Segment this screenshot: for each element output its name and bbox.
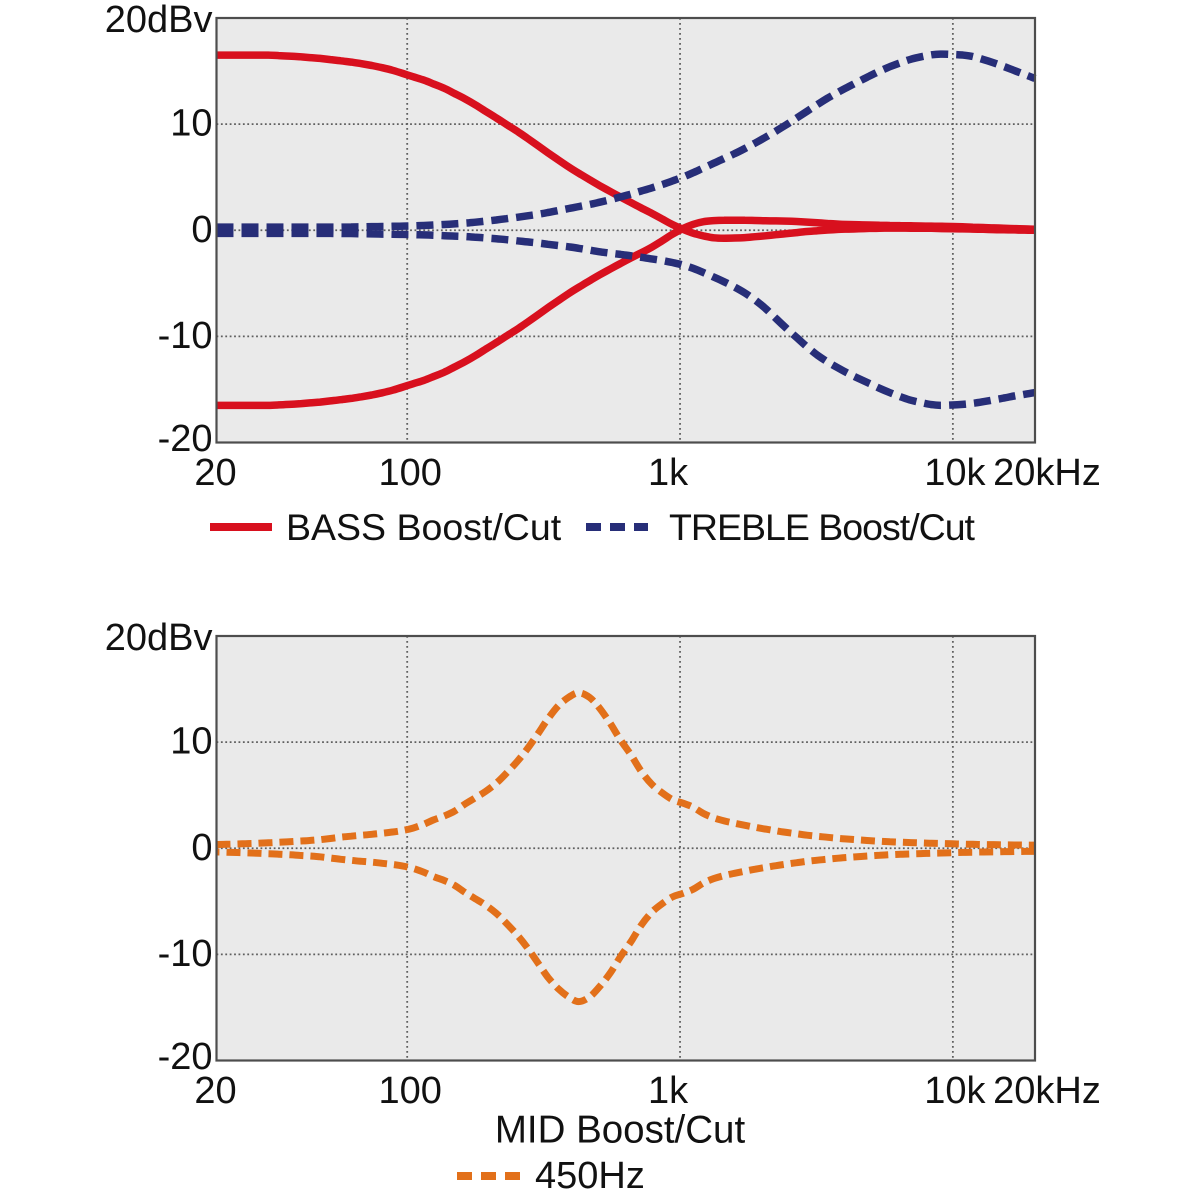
legend-label: TREBLE Boost/Cut <box>669 506 976 548</box>
y-tick-label-10: 10 <box>170 721 212 763</box>
x-tick-label-1k: 1k <box>648 1070 689 1112</box>
curve-mid-cut-min- <box>216 847 1035 1006</box>
plot-border <box>215 16 1037 444</box>
y-tick-label-0: 0 <box>191 209 212 251</box>
y-tick-label--20: -20 <box>158 1036 213 1078</box>
x-tick-label-10k: 10k <box>924 1070 986 1112</box>
y-tick-label--10: -10 <box>158 315 213 357</box>
curve-bass-cut-min- <box>216 216 1036 410</box>
x-axis-title: MID Boost/Cut <box>495 1109 746 1152</box>
y-tick-label-10: 10 <box>170 103 212 145</box>
legend-label: BASS Boost/Cut <box>286 506 562 548</box>
y-axis-unit-label: 20dBv <box>105 0 213 41</box>
x-tick-label-20kHz: 20kHz <box>993 452 1101 494</box>
x-tick-label-20kHz: 20kHz <box>993 1070 1101 1112</box>
plot-border <box>215 634 1037 1062</box>
y-tick-label--20: -20 <box>158 418 213 460</box>
x-tick-label-100: 100 <box>378 1070 441 1112</box>
x-tick-label-10k: 10k <box>924 452 986 494</box>
x-tick-label-20: 20 <box>194 1070 236 1112</box>
y-tick-label-0: 0 <box>191 827 212 869</box>
x-tick-label-100: 100 <box>378 452 441 494</box>
x-tick-label-20: 20 <box>194 452 236 494</box>
curve-treble-cut-min- <box>216 229 1036 410</box>
y-axis-unit-label: 20dBv <box>105 617 213 659</box>
curve-mid-boost-max- <box>216 689 1035 849</box>
x-tick-label-1k: 1k <box>648 452 689 494</box>
curve-treble-boost-max- <box>216 50 1037 231</box>
legend-label: 450Hz <box>535 1155 645 1197</box>
y-tick-label--10: -10 <box>158 933 213 975</box>
